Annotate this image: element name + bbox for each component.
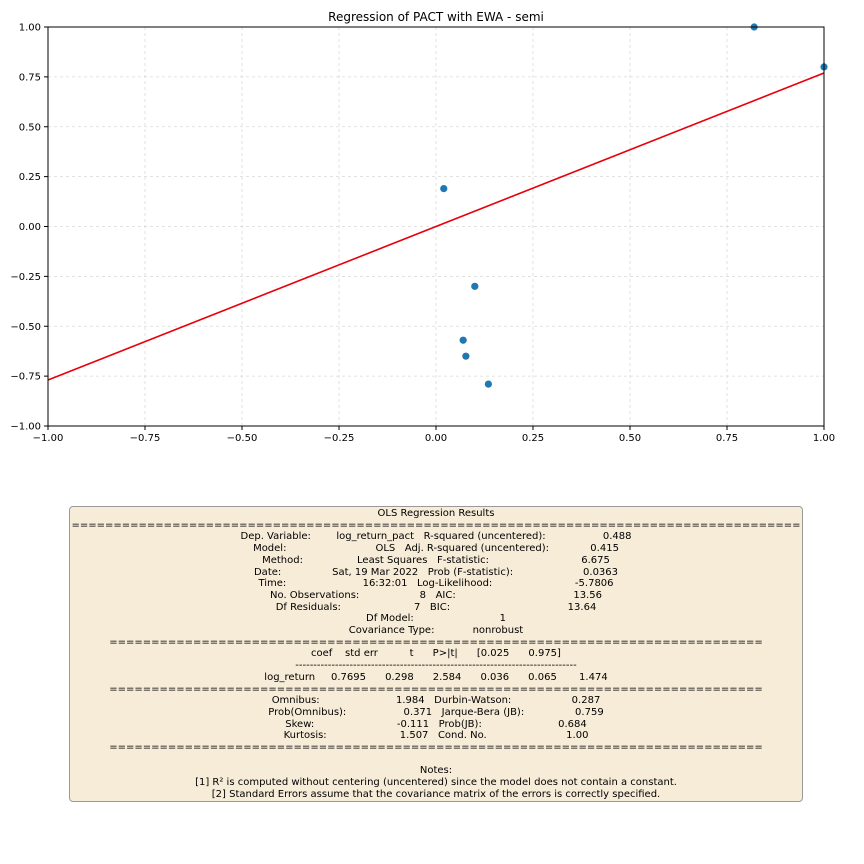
ols-summary-line: No. Observations: 8 AIC: 13.56	[270, 589, 602, 601]
x-tick-label: −0.25	[324, 433, 355, 444]
ols-summary-line: Model: OLS Adj. R-squared (uncentered): …	[253, 543, 619, 555]
ols-summary-line: Skew: -0.111 Prob(JB): 0.684	[285, 718, 587, 730]
scatter-chart: Regression of PACT with EWA - semi −1.00…	[10, 10, 835, 444]
y-tick-label: −1.00	[10, 422, 41, 433]
x-tick-label: 0.75	[716, 433, 738, 444]
x-tick-label: −0.50	[227, 433, 258, 444]
data-point	[484, 380, 492, 388]
y-tick-label: 0.50	[19, 122, 41, 133]
data-points	[440, 23, 828, 388]
y-tick-label: −0.25	[10, 272, 41, 283]
ols-summary-line: Time: 16:32:01 Log-Likelihood: -5.7806	[258, 578, 614, 590]
ols-summary-line: Df Residuals: 7 BIC: 13.64	[275, 601, 597, 613]
ols-summary-line: ========================================…	[109, 742, 763, 753]
ols-summary-line: [2] Standard Errors assume that the cova…	[211, 788, 661, 800]
y-tick-label: 0.25	[19, 172, 41, 183]
ols-summary-line: ========================================…	[109, 636, 763, 648]
ols-summary-line: Covariance Type: nonrobust	[348, 625, 524, 636]
y-tick-label: −0.75	[10, 372, 41, 383]
data-point	[459, 336, 467, 344]
ols-summary-line: Dep. Variable: log_return_pact R-squared…	[240, 531, 632, 543]
regression-line-group	[47, 72, 825, 381]
ols-summary-line: OLS Regression Results	[377, 508, 495, 519]
x-tick-label: 0.50	[619, 433, 641, 444]
ols-summary-line: Method: Least Squares F-statistic: 6.675	[262, 554, 610, 566]
ols-summary-line: ========================================…	[71, 519, 801, 531]
y-tick-label: 1.00	[19, 23, 41, 34]
ols-summary-line: Date: Sat, 19 Mar 2022 Prob (F-statistic…	[253, 566, 619, 578]
x-axis-ticks: −1.00 −0.75 −0.50 −0.25 0.00 0.25 0.50 0.75 1.00	[33, 426, 835, 444]
data-point	[471, 282, 479, 290]
ols-summary-line: coef std err t P>|t| [0.025 0.975]	[311, 648, 561, 660]
y-axis-ticks: −1.00 −0.75 −0.50 −0.25 0.00 0.25 0.50 0.75 1.00	[10, 23, 48, 433]
y-tick-label: −0.50	[10, 322, 41, 333]
ols-summary-line: Notes:	[419, 765, 453, 777]
ols-summary-box: OLS Regression Results ==================…	[69, 506, 803, 802]
ols-summary-line: Df Model: 1	[366, 613, 506, 625]
regression-line	[47, 72, 825, 381]
ols-summary-line: ========================================…	[109, 683, 763, 695]
ols-summary-line: Kurtosis: 1.507 Cond. No. 1.00	[283, 730, 589, 742]
ols-summary-line: [1] R² is computed without centering (un…	[195, 777, 677, 789]
chart-title: Regression of PACT with EWA - semi	[328, 10, 544, 24]
ols-summary-line: Omnibus: 1.984 Durbin-Watson: 0.287	[271, 695, 601, 707]
ols-summary-line: log_return 0.7695 0.298 2.584 0.036 0.06…	[264, 671, 608, 683]
data-point	[462, 352, 470, 360]
x-tick-label: −0.75	[130, 433, 161, 444]
y-tick-label: 0.00	[19, 222, 41, 233]
y-tick-label: 0.75	[19, 72, 41, 83]
x-tick-label: 0.00	[425, 433, 447, 444]
x-tick-label: −1.00	[33, 433, 64, 444]
grid-lines	[48, 27, 824, 426]
ols-summary-line: Prob(Omnibus): 0.371 Jarque-Bera (JB): 0…	[268, 706, 604, 718]
data-point	[440, 184, 448, 193]
ols-summary-line: ----------------------------------------…	[295, 660, 577, 672]
x-tick-label: 0.25	[522, 433, 544, 444]
x-tick-label: 1.00	[813, 433, 835, 444]
